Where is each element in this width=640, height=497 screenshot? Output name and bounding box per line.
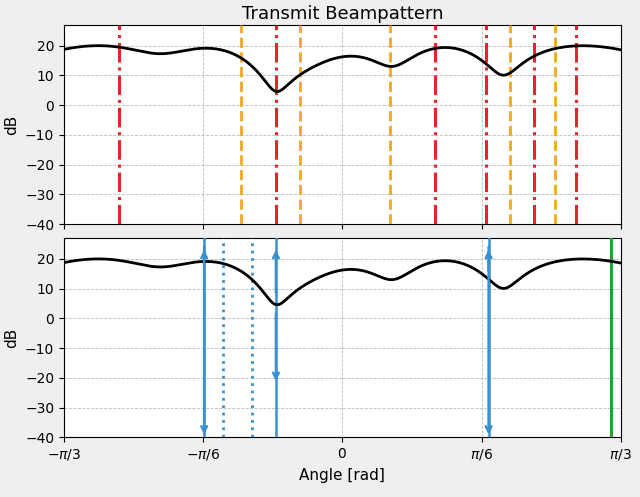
- X-axis label: Angle [rad]: Angle [rad]: [300, 468, 385, 483]
- Y-axis label: dB: dB: [4, 328, 19, 348]
- Title: Transmit Beampattern: Transmit Beampattern: [242, 5, 443, 23]
- Y-axis label: dB: dB: [4, 114, 19, 135]
